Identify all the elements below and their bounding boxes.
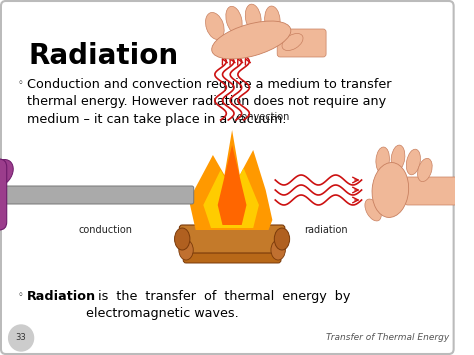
FancyBboxPatch shape — [183, 237, 281, 263]
Ellipse shape — [271, 240, 285, 260]
Ellipse shape — [282, 33, 303, 50]
Ellipse shape — [174, 228, 190, 250]
FancyBboxPatch shape — [1, 1, 454, 354]
Text: Conduction and convection require a medium to transfer
thermal energy. However r: Conduction and convection require a medi… — [27, 78, 392, 126]
Text: ◦: ◦ — [17, 290, 23, 300]
Ellipse shape — [179, 240, 193, 260]
Text: Radiation: Radiation — [29, 42, 179, 70]
Text: conduction: conduction — [79, 225, 133, 235]
Polygon shape — [203, 168, 259, 228]
Ellipse shape — [274, 228, 290, 250]
Ellipse shape — [365, 199, 381, 221]
Text: convection: convection — [237, 112, 290, 122]
Ellipse shape — [226, 6, 242, 34]
FancyBboxPatch shape — [0, 186, 194, 204]
FancyBboxPatch shape — [0, 159, 7, 230]
Ellipse shape — [0, 159, 13, 186]
Text: radiation: radiation — [304, 225, 347, 235]
Ellipse shape — [406, 149, 420, 175]
Ellipse shape — [206, 12, 224, 39]
Polygon shape — [189, 130, 273, 230]
Circle shape — [9, 325, 34, 351]
Ellipse shape — [212, 21, 291, 59]
Text: is  the  transfer  of  thermal  energy  by
electromagnetic waves.: is the transfer of thermal energy by ele… — [86, 290, 351, 321]
Ellipse shape — [245, 4, 261, 32]
Text: Radiation: Radiation — [27, 290, 96, 303]
Ellipse shape — [391, 145, 405, 171]
Ellipse shape — [264, 6, 280, 34]
Polygon shape — [218, 145, 246, 225]
Text: 33: 33 — [16, 333, 27, 343]
Ellipse shape — [376, 147, 390, 173]
Ellipse shape — [372, 163, 409, 218]
FancyBboxPatch shape — [179, 225, 285, 253]
FancyBboxPatch shape — [405, 177, 458, 205]
Text: Transfer of Thermal Energy: Transfer of Thermal Energy — [326, 333, 449, 342]
Ellipse shape — [418, 158, 432, 182]
Text: ◦: ◦ — [17, 78, 23, 88]
FancyBboxPatch shape — [277, 29, 326, 57]
